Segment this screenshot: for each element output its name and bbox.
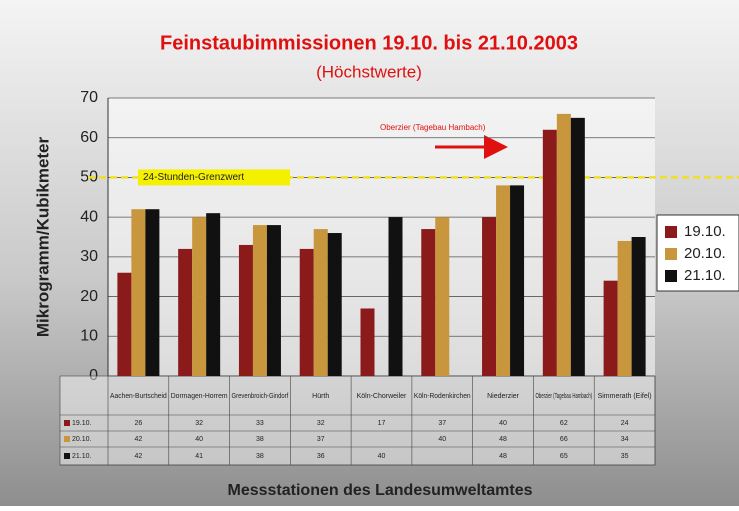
y-tick-label: 40: [80, 208, 98, 225]
table-value: 38: [256, 436, 264, 443]
table-value: 26: [134, 420, 142, 427]
bar: [510, 185, 524, 376]
table-value: 36: [317, 453, 325, 460]
table-legend-swatch: [64, 453, 70, 459]
chart-subtitle: (Höchstwerte): [316, 62, 422, 81]
table-legend-label: 20.10.: [72, 436, 92, 443]
bar: [314, 229, 328, 376]
x-tick-label: Dormagen-Horrem: [171, 393, 228, 400]
table-value: 65: [560, 453, 568, 460]
bar: [131, 209, 145, 376]
bar: [604, 281, 618, 376]
table-value: 41: [195, 453, 203, 460]
table-value: 17: [378, 420, 386, 427]
x-tick-label: Grevenbroich-Gindorf: [232, 393, 289, 400]
bar: [253, 225, 267, 376]
x-axis-label: Messstationen des Landesumweltamtes: [228, 482, 533, 499]
table-value: 40: [438, 436, 446, 443]
bar: [267, 225, 281, 376]
y-tick-label: 70: [80, 89, 98, 106]
bar: [361, 308, 375, 376]
x-tick-label: Hürth: [312, 393, 329, 400]
bar: [435, 217, 449, 376]
table-value: 42: [134, 453, 142, 460]
y-tick-label: 30: [80, 248, 98, 265]
bar: [482, 217, 496, 376]
y-axis-label: Mikrogramm/Kubikmeter: [33, 136, 52, 337]
x-tick-label: Aachen-Burtscheid: [110, 393, 167, 400]
chart-title: Feinstaubimmissionen 19.10. bis 21.10.20…: [160, 32, 578, 54]
table-legend-swatch: [64, 420, 70, 426]
bar: [145, 209, 159, 376]
table-value: 42: [134, 436, 142, 443]
bar: [618, 241, 632, 376]
table-value: 40: [195, 436, 203, 443]
bar: [632, 237, 646, 376]
bar: [239, 245, 253, 376]
x-tick-label: Niederzier: [487, 393, 520, 400]
bar: [571, 118, 585, 376]
table-value: 32: [195, 420, 203, 427]
bar: [178, 249, 192, 376]
x-tick-label: Köln-Rodenkirchen: [414, 393, 471, 400]
annotation: Oberzier (Tagebau Hambach): [380, 123, 486, 132]
x-tick-label: Simmerath (Eifel): [598, 393, 652, 400]
table-value: 40: [499, 420, 507, 427]
bar: [496, 185, 510, 376]
bar: [117, 273, 131, 376]
x-tick-label: Köln-Chorweiler: [357, 393, 407, 400]
legend-swatch: [665, 226, 677, 238]
legend-label: 20.10.: [684, 245, 726, 262]
table-value: 33: [256, 420, 264, 427]
table-value: 24: [621, 420, 629, 427]
bar: [389, 217, 403, 376]
bar: [300, 249, 314, 376]
table-legend-label: 19.10.: [72, 420, 92, 427]
legend-label: 21.10.: [684, 267, 726, 284]
bar: [421, 229, 435, 376]
table-value: 66: [560, 436, 568, 443]
bar: [192, 217, 206, 376]
table-legend-swatch: [64, 436, 70, 442]
y-tick-label: 20: [80, 288, 98, 305]
y-tick-label: 10: [80, 328, 98, 345]
bar: [206, 213, 220, 376]
table-value: 38: [256, 453, 264, 460]
legend-swatch: [665, 248, 677, 260]
table-value: 35: [621, 453, 629, 460]
chart: Feinstaubimmissionen 19.10. bis 21.10.20…: [0, 0, 739, 506]
bar: [557, 114, 571, 376]
x-tick-label: Oberzier (Tagebau Hambach): [535, 393, 592, 400]
bar: [543, 130, 557, 376]
table-value: 37: [438, 420, 446, 427]
table-value: 40: [378, 453, 386, 460]
table-value: 48: [499, 436, 507, 443]
legend-label: 19.10.: [684, 223, 726, 240]
table-legend-label: 21.10.: [72, 453, 92, 460]
table-value: 32: [317, 420, 325, 427]
legend-swatch: [665, 270, 677, 282]
threshold-label: 24-Stunden-Grenzwert: [143, 172, 244, 183]
table-value: 62: [560, 420, 568, 427]
table-value: 37: [317, 436, 325, 443]
bar: [328, 233, 342, 376]
table-value: 48: [499, 453, 507, 460]
y-tick-label: 60: [80, 129, 98, 146]
table-value: 34: [621, 436, 629, 443]
